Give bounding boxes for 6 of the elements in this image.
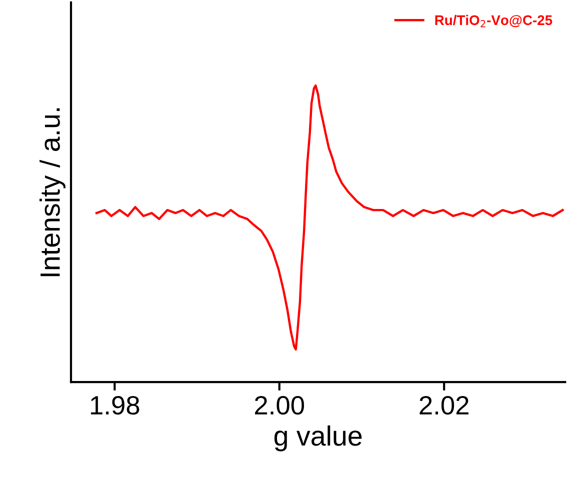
- x-tick-label: 1.98: [90, 396, 140, 415]
- y-axis-title: Intensity / a.u.: [40, 108, 66, 276]
- x-axis-title: g value: [274, 425, 362, 452]
- x-tick-label: 2.02: [420, 396, 468, 415]
- legend-label: Ru/TiO$_{2}$-Vo@C-25: [435, 14, 552, 28]
- x-tick-label: 2.00: [255, 396, 304, 415]
